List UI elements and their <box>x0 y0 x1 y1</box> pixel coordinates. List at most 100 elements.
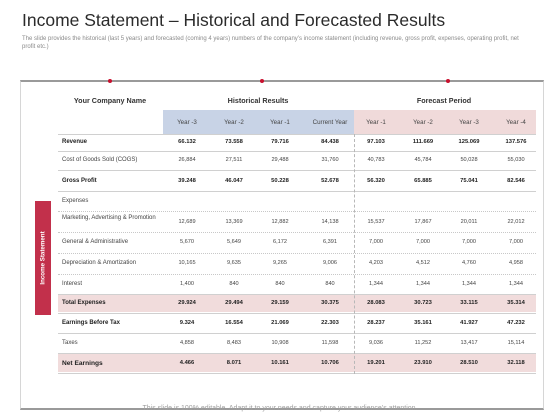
table-cell: 33.115 <box>460 300 478 306</box>
row-divider <box>58 253 536 254</box>
table-cell: 840 <box>325 281 335 287</box>
table-cell: 73.558 <box>225 139 243 145</box>
table-cell: 10.161 <box>271 360 289 366</box>
historical-year-band <box>163 110 354 134</box>
row-label: Taxes <box>62 339 78 346</box>
table-cell: 7,000 <box>369 239 383 245</box>
table-cell: 29.494 <box>225 300 243 306</box>
year-header: Year -3 <box>459 118 479 126</box>
table-cell: 10,165 <box>178 260 196 266</box>
table-cell: 26,884 <box>178 157 196 163</box>
table-cell: 1,344 <box>509 281 523 287</box>
table-cell: 4,512 <box>416 260 430 266</box>
year-header: Year -2 <box>413 118 433 126</box>
row-divider <box>58 151 536 152</box>
table-cell: 35.161 <box>414 320 432 326</box>
table-cell: 17,867 <box>414 219 432 225</box>
table-cell: 28.510 <box>460 360 478 366</box>
table-cell: 4,760 <box>462 260 476 266</box>
table-cell: 66.132 <box>178 139 196 145</box>
table-cell: 1,344 <box>369 281 383 287</box>
table-cell: 29.159 <box>271 300 289 306</box>
table-cell: 13,417 <box>460 340 478 346</box>
historical-header: Historical Results <box>227 96 289 105</box>
table-cell: 9.324 <box>179 320 195 326</box>
row-divider <box>58 313 536 314</box>
table-cell: 19.201 <box>367 360 385 366</box>
forecast-header: Forecast Period <box>416 96 472 105</box>
row-label: General & Administrative <box>62 238 129 245</box>
row-label: Expenses <box>62 197 89 204</box>
table-cell: 79.716 <box>271 139 289 145</box>
table-cell: 6,391 <box>323 239 337 245</box>
table-cell: 39.248 <box>178 178 196 184</box>
table-cell: 35.314 <box>507 300 525 306</box>
table-cell: 111.669 <box>412 139 434 145</box>
table-cell: 7,000 <box>509 239 523 245</box>
row-divider <box>58 373 536 374</box>
row-divider <box>58 134 536 135</box>
table-cell: 12,689 <box>178 219 196 225</box>
table-cell: 41.927 <box>460 320 478 326</box>
table-cell: 31,760 <box>321 157 339 163</box>
table-cell: 28.083 <box>367 300 385 306</box>
side-label-bar <box>35 201 51 315</box>
table-cell: 840 <box>275 281 285 287</box>
row-label: Marketing, Advertising & Promotion <box>62 215 156 221</box>
table-cell: 14,138 <box>321 219 339 225</box>
row-divider <box>58 274 536 275</box>
table-cell: 4,203 <box>369 260 383 266</box>
table-cell: 21.069 <box>271 320 289 326</box>
row-label: Depreciation & Amortization <box>62 259 137 266</box>
forecast-year-band <box>354 110 536 134</box>
table-frame <box>20 80 544 410</box>
table-cell: 8,483 <box>227 340 241 346</box>
row-label: Net Earnings <box>62 359 103 367</box>
table-cell: 22,012 <box>507 219 525 225</box>
table-cell: 1,400 <box>180 281 194 287</box>
table-cell: 11,598 <box>321 340 339 346</box>
table-cell: 9,006 <box>323 260 337 266</box>
footer-note: This slide is 100% editable. Adapt it to… <box>142 405 418 412</box>
table-cell: 65.885 <box>414 178 432 184</box>
side-label: Income Statement <box>39 231 47 285</box>
table-cell: 15,537 <box>367 219 385 225</box>
year-header: Year -1 <box>270 118 290 126</box>
table-cell: 7,000 <box>416 239 430 245</box>
table-cell: 84.438 <box>321 139 339 145</box>
row-divider <box>58 294 536 295</box>
table-cell: 50.228 <box>271 178 289 184</box>
marker-dot <box>108 79 112 83</box>
table-cell: 52.678 <box>321 178 339 184</box>
table-cell: 47.232 <box>507 320 525 326</box>
table-cell: 125.069 <box>458 139 480 145</box>
table-cell: 29,488 <box>271 157 289 163</box>
table-cell: 23.910 <box>414 360 432 366</box>
table-cell: 13,369 <box>225 219 243 225</box>
table-cell: 28.237 <box>367 320 385 326</box>
table-cell: 4.466 <box>179 360 195 366</box>
table-cell: 1,344 <box>462 281 476 287</box>
marker-dot <box>260 79 264 83</box>
row-label: Total Expenses <box>62 299 106 306</box>
year-header: Year -2 <box>224 118 244 126</box>
table-cell: 5,649 <box>227 239 241 245</box>
row-divider <box>58 211 536 212</box>
table-cell: 9,036 <box>369 340 383 346</box>
table-cell: 50,028 <box>460 157 478 163</box>
table-cell: 40,783 <box>367 157 385 163</box>
highlight-row <box>58 354 536 372</box>
table-cell: 7,000 <box>462 239 476 245</box>
slide-description: The slide provides the historical (last … <box>22 36 519 50</box>
row-divider <box>58 353 536 354</box>
table-cell: 75.041 <box>460 178 478 184</box>
table-cell: 4,958 <box>509 260 523 266</box>
table-cell: 22.303 <box>321 320 339 326</box>
year-header: Year -3 <box>177 118 197 126</box>
table-cell: 10.706 <box>321 360 339 366</box>
row-label: Gross Profit <box>62 177 97 184</box>
table-cell: 56.320 <box>367 178 385 184</box>
table-cell: 29.924 <box>178 300 196 306</box>
row-divider <box>58 333 536 334</box>
table-cell: 30.375 <box>321 300 339 306</box>
